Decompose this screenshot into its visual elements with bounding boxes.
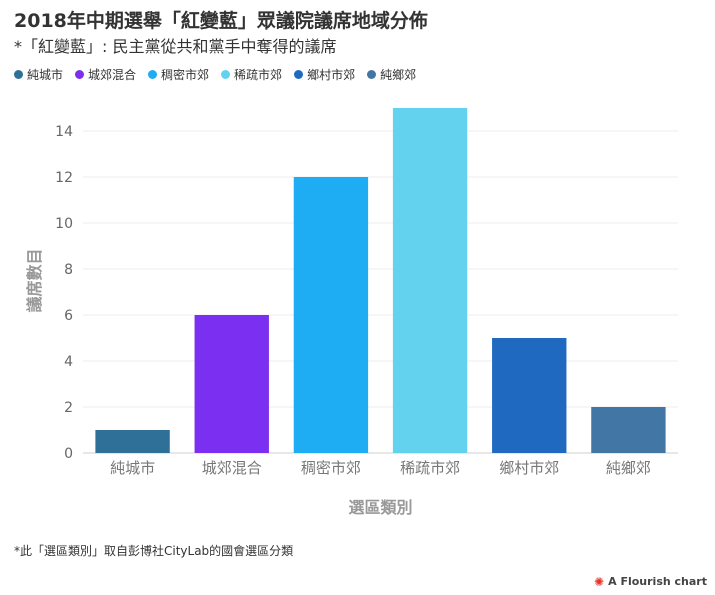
y-tick-label: 4 [64,354,73,370]
legend-swatch [75,70,85,79]
x-tick-label: 純城市 [110,459,155,477]
chart-title: 2018年中期選舉「紅變藍」眾議院議席地域分佈 [14,10,428,32]
x-axis-title: 選區類別 [348,498,412,517]
legend-label: 稀疏市郊 [234,68,283,82]
y-tick-label: 8 [64,262,73,278]
bar [95,430,170,453]
footnote: *此「選區類別」取自彭博社CityLab的國會選區分類 [14,544,294,558]
y-tick-label: 10 [55,216,73,232]
bar [591,407,666,453]
y-tick-label: 0 [64,446,73,462]
legend-label: 純鄉郊 [380,68,417,82]
bar [492,338,567,453]
legend-item[interactable]: 稀疏市郊 [221,66,282,83]
legend-swatch [221,70,231,79]
legend-item[interactable]: 鄉村市郊 [294,66,355,83]
legend-label: 純城市 [27,68,64,82]
y-tick-label: 6 [64,308,73,324]
bar [392,108,468,453]
x-tick-label: 稀疏市郊 [400,459,460,477]
y-tick-label: 14 [55,124,73,140]
legend-label: 鄉村市郊 [307,68,356,82]
legend-swatch [294,70,304,79]
bar [293,177,369,453]
legend: 純城市 城郊混合 稠密市郊 稀疏市郊 鄉村市郊 純鄉郊 [14,66,416,83]
legend-swatch [148,70,158,79]
chart-subtitle: *「紅變藍」: 民主黨從共和黨手中奪得的議席 [14,37,337,56]
flourish-credit[interactable]: ✺ A Flourish chart [594,575,707,588]
y-tick-label: 12 [55,170,73,186]
x-tick-label: 城郊混合 [202,459,262,477]
credit-label: A Flourish chart [608,575,707,588]
legend-item[interactable]: 純城市 [14,66,63,83]
legend-item[interactable]: 城郊混合 [75,66,136,83]
legend-label: 城郊混合 [88,68,137,82]
x-tick-label: 鄉村市郊 [499,459,559,477]
y-tick-label: 2 [64,400,73,416]
flourish-logo-icon: ✺ [594,574,605,589]
legend-swatch [367,70,377,79]
x-tick-label: 純鄉郊 [606,459,651,477]
bar [194,315,269,453]
legend-item[interactable]: 稠密市郊 [148,66,209,83]
x-tick-label: 稠密市郊 [301,459,361,477]
legend-item[interactable]: 純鄉郊 [367,66,416,83]
legend-label: 稠密市郊 [161,68,210,82]
legend-swatch [14,70,23,79]
y-axis-title: 議席數目 [25,248,44,312]
